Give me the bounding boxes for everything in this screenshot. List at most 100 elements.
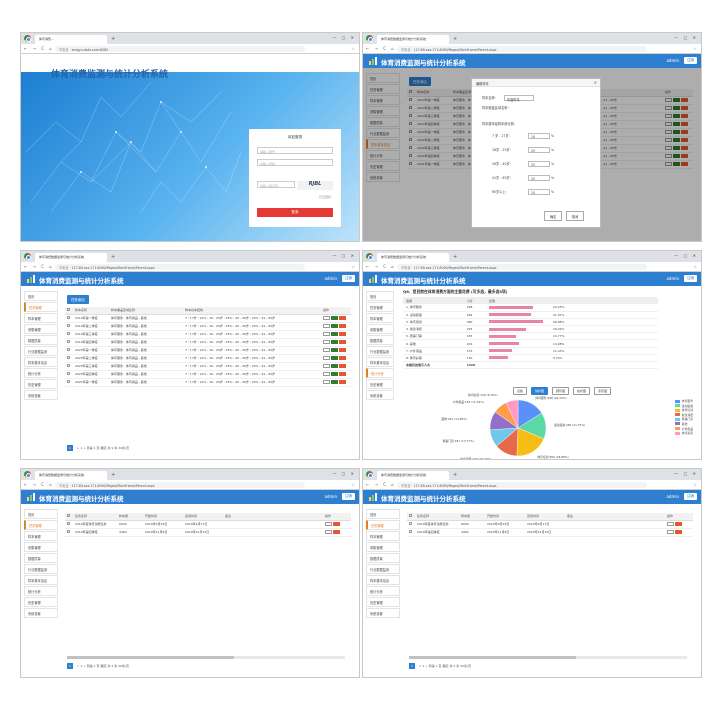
logout-button[interactable]: 注销: [683, 57, 697, 64]
age-ratio-input[interactable]: 10: [528, 133, 550, 139]
sidebar-item[interactable]: 首页: [366, 291, 394, 301]
row-action-delete-button[interactable]: [333, 522, 340, 526]
row-action-delete-button[interactable]: [339, 332, 346, 336]
legend-item[interactable]: 体育彩票: [674, 431, 693, 435]
sidebar-item[interactable]: 历史管理: [24, 597, 58, 607]
row-checkbox[interactable]: [67, 530, 70, 533]
browser-tab[interactable]: 体育消费数据监测与统计分析系统: [377, 35, 449, 44]
select-all-checkbox[interactable]: [67, 514, 70, 518]
nav-buttons-icon[interactable]: ← → C ⌂: [366, 264, 396, 269]
logout-button[interactable]: 注销: [683, 275, 697, 282]
browser-tab[interactable]: 体育消费数据监测与统计分析系统: [377, 471, 449, 480]
sidebar-item[interactable]: 历史管理: [366, 161, 400, 171]
nav-buttons-icon[interactable]: ← → C ⌂: [24, 46, 54, 51]
row-action-delete-button[interactable]: [681, 130, 688, 134]
row-action-delete-button[interactable]: [339, 348, 346, 352]
row-checkbox[interactable]: [67, 364, 70, 367]
sidebar-item[interactable]: 首页: [366, 73, 400, 83]
ok-button[interactable]: 确定: [544, 211, 563, 221]
chart-type-button[interactable]: 柱状图: [573, 387, 591, 395]
row-action-edit-button[interactable]: [673, 122, 680, 126]
chart-type-button[interactable]: 表格: [513, 387, 528, 395]
row-action-edit-button[interactable]: [673, 162, 680, 166]
sidebar-item[interactable]: 任务管理: [24, 302, 58, 312]
captcha-field[interactable]: 请输入验证码: [257, 181, 295, 188]
sidebar-item[interactable]: 系统设置: [24, 390, 58, 400]
sidebar-item[interactable]: 样本基本信息: [366, 575, 400, 585]
sidebar-item[interactable]: 数据质量: [24, 335, 58, 345]
pie-slice-7[interactable]: [505, 399, 519, 429]
browser-tab[interactable]: 体育消费数据监测与统计分析系统: [35, 471, 107, 480]
sidebar-item[interactable]: 任务管理: [366, 84, 400, 94]
age-ratio-input[interactable]: 25: [528, 161, 550, 167]
sidebar-item[interactable]: 数据质量: [366, 335, 394, 345]
row-checkbox[interactable]: [409, 98, 412, 101]
sidebar-item[interactable]: 采集管理: [366, 324, 394, 334]
row-action-edit-button[interactable]: [673, 154, 680, 158]
row-action-edit-button[interactable]: [331, 340, 338, 344]
row-action-edit-button[interactable]: [673, 138, 680, 142]
sidebar-item[interactable]: 行业数据监测: [366, 346, 394, 356]
bookmark-star-icon[interactable]: ☆: [351, 482, 355, 487]
row-action-view-button[interactable]: [665, 98, 672, 102]
sidebar-item[interactable]: 采集管理: [366, 106, 400, 116]
sidebar-item[interactable]: 系统设置: [366, 172, 400, 182]
sidebar-item[interactable]: 首页: [366, 509, 400, 519]
url-field[interactable]: 不安全 117.89.xxx.171:8090/Pages/MainFrame/P…: [397, 264, 647, 270]
sidebar-item[interactable]: 行业数据监测: [366, 564, 400, 574]
sidebar-item[interactable]: 任务管理: [24, 520, 58, 530]
logout-button[interactable]: 注销: [341, 493, 355, 500]
row-action-view-button[interactable]: [323, 340, 330, 344]
legend-item[interactable]: 体育培训: [674, 408, 693, 412]
bookmark-star-icon[interactable]: ☆: [351, 264, 355, 269]
sidebar-item[interactable]: 数据质量: [24, 553, 58, 563]
sidebar-item[interactable]: 统计分析: [366, 368, 394, 378]
window-controls-icon[interactable]: — ▢ ✕: [332, 35, 356, 40]
legend-item[interactable]: 其他: [674, 422, 693, 426]
logout-button[interactable]: 注销: [341, 275, 355, 282]
legend-item[interactable]: 体育服务: [674, 399, 693, 403]
row-action-view-button[interactable]: [323, 316, 330, 320]
row-action-view-button[interactable]: [667, 530, 674, 534]
logout-button[interactable]: 注销: [683, 493, 697, 500]
sidebar-item[interactable]: 样本管理: [366, 95, 400, 105]
row-action-view-button[interactable]: [323, 356, 330, 360]
sidebar-item[interactable]: 系统设置: [366, 608, 400, 618]
row-action-view-button[interactable]: [323, 324, 330, 328]
pagination[interactable]: 1 < 1 > 到第 1 页 确定 共 9 条 20条/页: [67, 445, 130, 451]
sidebar-item[interactable]: 样本基本信息: [366, 139, 400, 149]
row-checkbox[interactable]: [409, 106, 412, 109]
sidebar-item[interactable]: 历史管理: [366, 597, 400, 607]
sidebar-item[interactable]: 统计分析: [24, 586, 58, 596]
password-field[interactable]: 请输入密码: [257, 159, 333, 166]
row-checkbox[interactable]: [67, 324, 70, 327]
row-action-view-button[interactable]: [665, 122, 672, 126]
url-field[interactable]: 不安全 117.89.xxx.171:8090/Pages/MainFrame/P…: [397, 482, 647, 488]
row-action-edit-button[interactable]: [331, 356, 338, 360]
row-checkbox[interactable]: [409, 114, 412, 117]
row-action-view-button[interactable]: [665, 146, 672, 150]
legend-item[interactable]: 健身消费: [674, 413, 693, 417]
row-action-delete-button[interactable]: [681, 138, 688, 142]
age-ratio-input[interactable]: 15: [528, 189, 550, 195]
row-action-edit-button[interactable]: [331, 332, 338, 336]
window-controls-icon[interactable]: — ▢ ✕: [332, 471, 356, 476]
row-action-edit-button[interactable]: [673, 130, 680, 134]
url-field[interactable]: 不安全 117.89.xxx.171:8090/Pages/MainFrame/P…: [55, 482, 305, 488]
new-tab-icon[interactable]: +: [111, 254, 116, 260]
row-action-delete-button[interactable]: [681, 114, 688, 118]
row-checkbox[interactable]: [409, 530, 412, 533]
chart-type-button[interactable]: 圆环图: [552, 387, 570, 395]
cancel-button[interactable]: 取消: [566, 211, 585, 221]
row-checkbox[interactable]: [67, 356, 70, 359]
username-field[interactable]: 请输入账号: [257, 147, 333, 154]
sidebar-item[interactable]: 任务管理: [366, 302, 394, 312]
row-action-edit-button[interactable]: [673, 106, 680, 110]
sidebar-item[interactable]: 数据质量: [366, 117, 400, 127]
add-sample-button[interactable]: 任务添加: [67, 295, 89, 304]
add-sample-button[interactable]: 任务添加: [409, 77, 431, 86]
row-action-delete-button[interactable]: [339, 372, 346, 376]
new-tab-icon[interactable]: +: [111, 472, 116, 478]
sidebar-item[interactable]: 统计分析: [24, 368, 58, 378]
sample-name-input[interactable]: 年度样本: [503, 95, 534, 102]
